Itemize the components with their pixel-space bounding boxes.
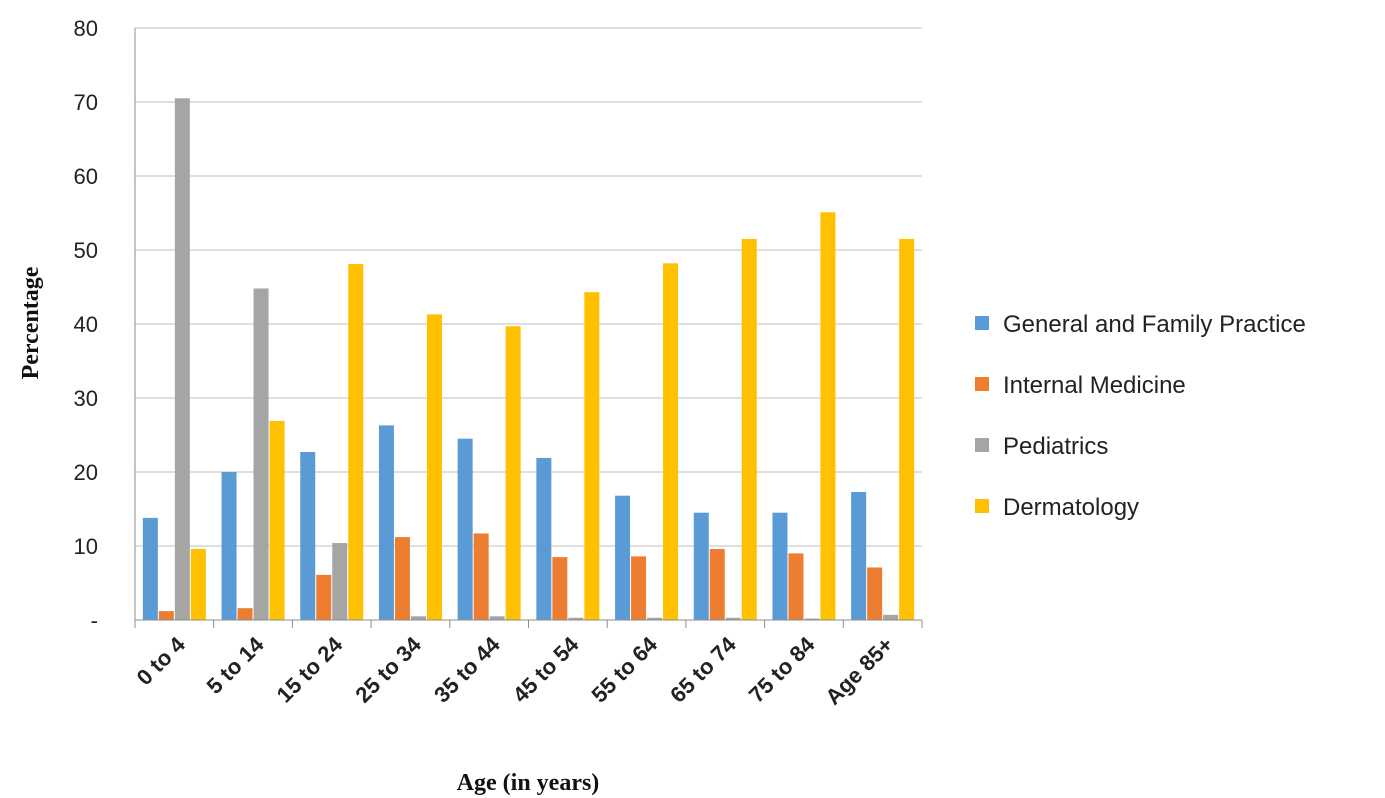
legend-label: Dermatology [1003,494,1139,521]
bar [663,263,679,620]
bar [174,98,190,621]
bar [741,238,757,620]
x-tick-label: 65 to 74 [665,631,741,707]
bar [253,288,269,620]
legend-label: Pediatrics [1003,433,1108,460]
bar [568,617,584,620]
bar [300,452,316,620]
bar [457,438,473,620]
bar [883,614,899,620]
bar [647,617,663,620]
bar [190,548,206,620]
x-tick-label: 75 to 84 [744,631,820,707]
y-tick-label: 40 [74,312,98,337]
x-tick-label: 5 to 14 [202,631,270,699]
x-axis-title: Age (in years) [457,770,600,796]
bar [221,472,237,620]
bar [631,556,647,620]
bar [316,574,332,620]
x-tick-label: Age 85+ [820,632,898,710]
legend: General and Family Practice Internal Medi… [975,311,1306,521]
bar [142,517,158,620]
bar [552,557,568,620]
x-tick-label: 45 to 54 [508,631,584,707]
bar [584,292,600,620]
y-tick-label: 80 [74,16,98,41]
bar [772,512,788,620]
bar [473,533,489,620]
y-tick-label: 60 [74,164,98,189]
bar [693,512,709,620]
bars [142,98,915,621]
bar [867,567,883,620]
bar [158,611,174,620]
bar [899,238,915,620]
bar [489,616,505,620]
y-tick-label: 10 [74,534,98,559]
bar [332,543,348,620]
y-tick-label: 30 [74,386,98,411]
x-tick-label: 35 to 44 [429,631,505,707]
legend-swatch [975,316,989,330]
bar [788,553,804,620]
y-tick-label: 20 [74,460,98,485]
bar [804,618,820,620]
y-tick-label: 50 [74,238,98,263]
legend-swatch [975,377,989,391]
bar [410,616,426,620]
legend-swatch [975,499,989,513]
legend-label: General and Family Practice [1003,311,1306,338]
x-tick-label: 0 to 4 [132,631,191,690]
bar [709,548,725,620]
bar [536,457,552,620]
bar [851,491,867,620]
x-tick-label: 15 to 24 [272,631,348,707]
bar [615,495,631,620]
bar [505,326,521,620]
bar [269,420,285,620]
legend-label: Internal Medicine [1003,372,1186,399]
y-tick-label: 70 [74,90,98,115]
x-tick-label: 55 to 64 [586,631,662,707]
bar [426,314,442,620]
x-tick-label: 25 to 34 [350,631,426,707]
y-tick-label: - [91,608,98,633]
gridlines [135,27,922,547]
legend-swatch [975,438,989,452]
bar [378,425,394,620]
bar [725,617,741,620]
bar [394,537,410,620]
bar [348,264,364,620]
bar [820,212,836,620]
axes [134,28,923,628]
bar [237,608,253,620]
y-axis-title: Percentage [18,266,44,379]
